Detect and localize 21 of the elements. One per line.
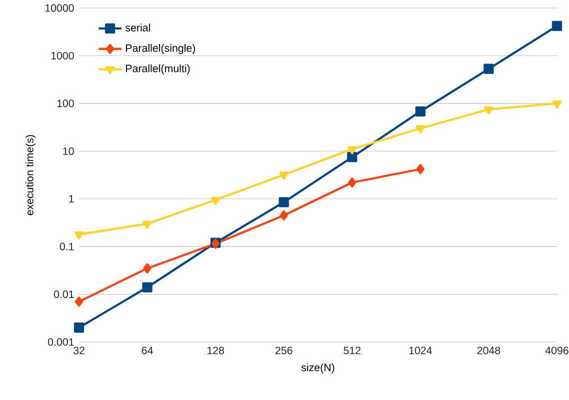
y-tick-label: 1 [69, 195, 74, 203]
x-axis-title: size(N) [301, 363, 334, 374]
y-tick-label: 10000 [45, 4, 74, 12]
y-tick-label: 0.1 [60, 242, 74, 250]
y-tick-label: 1000 [51, 52, 74, 60]
x-tick-label: 64 [142, 346, 153, 354]
y-tick-label: 0.001 [48, 338, 74, 346]
x-tick-label: 2048 [477, 346, 500, 354]
y-tick-label: 10 [63, 147, 74, 155]
x-tick-label: 32 [73, 346, 84, 354]
y-tick-label: 0.01 [54, 290, 74, 298]
y-axis-title: execution time(s) [26, 135, 36, 216]
x-tick-label: 256 [276, 346, 292, 354]
x-tick-label: 1024 [409, 346, 432, 354]
y-tick-label: 100 [57, 100, 74, 108]
x-tick-label: 512 [344, 346, 360, 354]
legend-label: Parallel(multi) [126, 64, 190, 74]
x-tick-label: 4096 [545, 346, 568, 354]
legend-label: Parallel(single) [126, 44, 196, 54]
x-tick-label: 128 [207, 346, 224, 354]
legend-label: serial [125, 24, 150, 32]
